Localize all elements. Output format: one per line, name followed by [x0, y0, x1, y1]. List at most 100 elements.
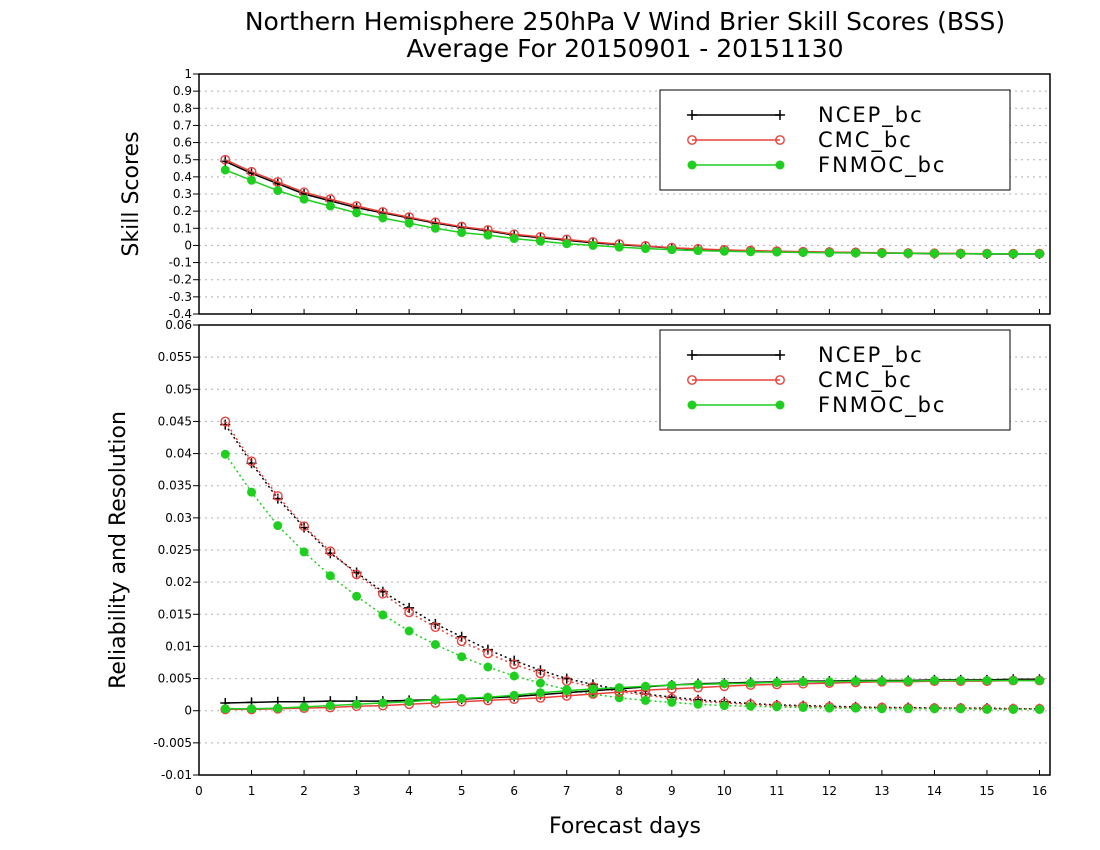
data-point	[903, 704, 913, 714]
data-point	[377, 588, 388, 599]
legend-box	[659, 89, 1011, 191]
legend-label: NCEP_bc	[818, 103, 924, 128]
data-point	[719, 246, 729, 256]
legend-label: FNMOC_bc	[818, 153, 946, 178]
y-tick-label: 0.9	[173, 84, 192, 98]
data-point	[220, 154, 231, 165]
data-point	[719, 679, 729, 689]
data-point	[351, 569, 362, 580]
data-point	[693, 246, 703, 256]
data-point	[693, 679, 703, 689]
data-point	[404, 607, 415, 618]
data-point	[220, 704, 230, 714]
data-point	[509, 659, 520, 670]
legend-marker	[687, 400, 697, 410]
y-tick-label: 0.045	[158, 414, 192, 428]
x-tick-label: 14	[927, 784, 942, 798]
x-tick-label: 1	[248, 784, 256, 798]
data-point	[903, 248, 913, 258]
data-point	[483, 648, 493, 659]
y-tick-label: 0.005	[158, 672, 192, 686]
y-tick-label: 0.3	[173, 187, 192, 201]
legend-marker	[687, 375, 697, 385]
data-point	[877, 704, 887, 714]
data-point	[1008, 676, 1018, 685]
chart-title-line1: Northern Hemisphere 250hPa V Wind Brier …	[245, 7, 1005, 36]
data-point	[220, 416, 231, 427]
data-point	[509, 234, 519, 244]
data-point	[824, 248, 834, 258]
data-point	[719, 701, 729, 711]
data-point	[956, 676, 966, 685]
series-line	[224, 453, 1040, 711]
data-point	[746, 678, 756, 688]
data-point	[562, 686, 572, 696]
legend-marker	[775, 160, 785, 170]
data-point	[798, 677, 808, 687]
y-tick-label: -0.005	[153, 736, 192, 750]
data-point	[929, 704, 939, 714]
reliability-resolution-panel: -0.01 -0.005 0 0.005 0.01 0.015 0.02 0.025 0.03 0…	[106, 318, 1051, 798]
data-point	[483, 692, 493, 702]
data-point	[430, 695, 440, 705]
data-point	[483, 230, 493, 240]
data-point	[352, 208, 362, 218]
data-point	[956, 704, 966, 714]
y-tick-label: 0.1	[173, 221, 192, 235]
legend-marker	[687, 135, 697, 145]
y-tick-label: -0.4	[169, 307, 192, 321]
legend-marker	[775, 350, 785, 360]
x-tick-label: 10	[717, 784, 732, 798]
y-tick-label: 0.04	[165, 447, 192, 461]
data-point	[456, 636, 467, 647]
data-point	[1008, 704, 1018, 714]
y-tick-label: -0.01	[161, 768, 192, 782]
data-point	[220, 449, 230, 459]
data-point	[614, 242, 624, 252]
data-point	[509, 690, 519, 700]
x-tick-label: 7	[563, 784, 571, 798]
data-point	[246, 456, 257, 467]
legend-label: CMC_bc	[818, 128, 913, 153]
series-line	[224, 420, 1040, 710]
data-point	[457, 694, 467, 703]
data-point	[588, 240, 598, 250]
y-tick-label: 0	[184, 238, 192, 252]
x-tick-label: 2	[300, 784, 308, 798]
data-point	[535, 678, 545, 688]
legend-marker	[687, 160, 697, 170]
data-point	[273, 703, 283, 713]
x-tick-label: 15	[979, 784, 994, 798]
data-point	[325, 546, 336, 557]
data-point	[273, 186, 283, 196]
y-tick-label: 0.02	[165, 575, 192, 589]
data-point	[325, 201, 335, 211]
y-tick-label: 1	[184, 67, 192, 81]
data-point	[903, 676, 913, 686]
series-CMC_bc-reliability	[220, 416, 1045, 714]
data-point	[325, 571, 335, 581]
data-point	[824, 677, 834, 687]
y-tick-label: 0.025	[158, 543, 192, 557]
data-point	[535, 668, 546, 679]
y-tick-label: 0.01	[165, 639, 192, 653]
legend-label: FNMOC_bc	[818, 393, 946, 418]
data-point	[430, 622, 441, 633]
data-point	[483, 662, 493, 672]
data-point	[614, 683, 624, 693]
data-point	[299, 521, 309, 532]
data-point	[378, 213, 388, 223]
x-tick-label: 13	[874, 784, 889, 798]
data-point	[851, 703, 861, 713]
data-point	[352, 591, 362, 601]
x-axis-title: Forecast days	[549, 814, 701, 839]
data-point	[1034, 676, 1044, 685]
y-tick-label: 0.03	[165, 511, 192, 525]
data-point	[562, 239, 572, 249]
x-tick-label: 4	[405, 784, 413, 798]
data-point	[641, 695, 651, 705]
data-point	[982, 249, 992, 259]
chart-title-line2: Average For 20150901 - 20151130	[406, 34, 843, 63]
